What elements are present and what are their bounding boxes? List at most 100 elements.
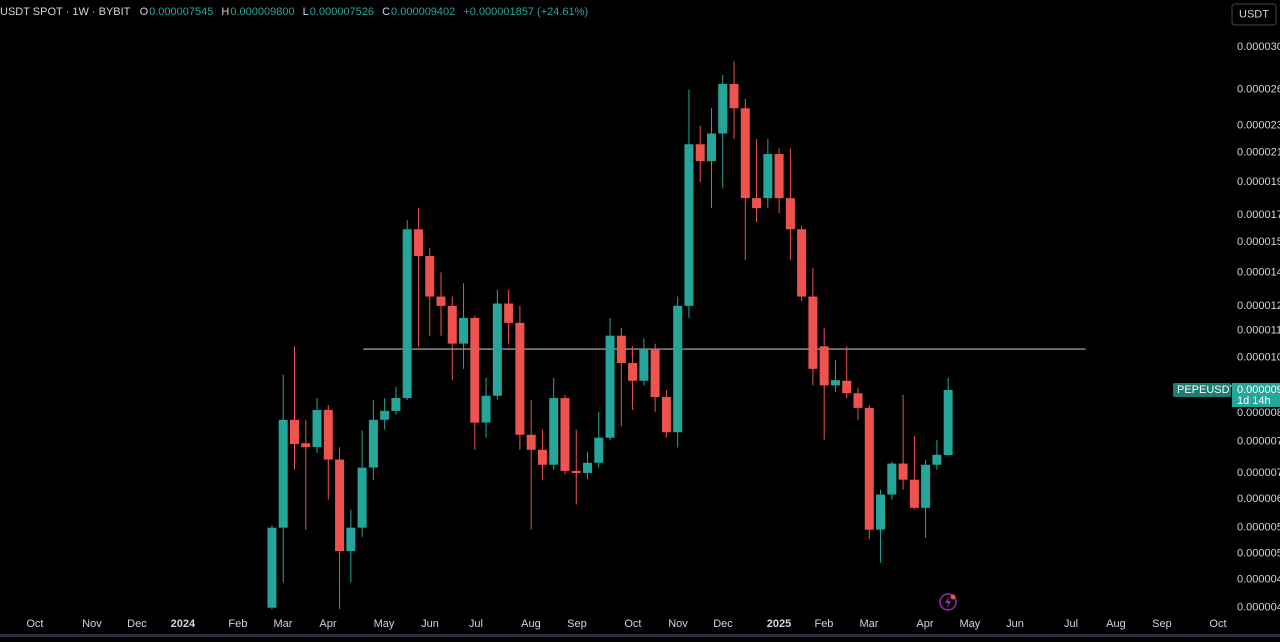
y-tick-label: 0.00001250 [1237, 300, 1280, 312]
candle-body [278, 419, 288, 528]
open-value: 0.000007545 [149, 6, 214, 18]
y-tick-label: 0.00002300 [1237, 120, 1280, 132]
x-tick-label: Oct [624, 618, 641, 630]
candle-body [312, 409, 322, 448]
candle-body [323, 409, 333, 460]
flash-bolt [945, 596, 951, 608]
y-tick-label: 0.00001050 [1237, 351, 1280, 363]
candle-body [357, 467, 367, 528]
x-tick-label: Jun [1006, 618, 1024, 630]
symbol: USDT SPOT · 1W · BYBIT [0, 6, 131, 18]
y-tick-label: 0.00001400 [1237, 266, 1280, 278]
candle-body [932, 454, 942, 465]
candle-body [526, 434, 536, 450]
currency-button-frame[interactable] [1231, 3, 1277, 26]
candle-body [492, 303, 502, 396]
x-tick-label: Nov [668, 618, 688, 630]
candle-body [864, 407, 874, 530]
y-tick-label: 0.00001900 [1237, 176, 1280, 188]
candle-body [335, 459, 345, 552]
x-tick-label: 2025 [767, 618, 791, 630]
candle-body [639, 349, 649, 381]
x-tick-label: Jul [469, 618, 483, 630]
candle-body [301, 443, 311, 448]
candle-body [909, 479, 919, 508]
candle-body [368, 419, 378, 468]
x-tick-label: Jul [1064, 618, 1078, 630]
candle-body [459, 317, 469, 344]
candle-body [583, 462, 593, 473]
candle-body [898, 463, 908, 480]
candle-body [391, 398, 401, 411]
candle-body [481, 395, 491, 423]
x-tick-label: Mar [859, 618, 878, 630]
flash-dot [950, 594, 956, 600]
x-tick-label: May [374, 618, 395, 630]
candle-body [380, 410, 390, 420]
candle-body [887, 463, 897, 495]
candle-body [289, 419, 299, 445]
candle-body [842, 380, 852, 394]
x-tick-label: Apr [319, 618, 336, 630]
low-value: 0.000007526 [309, 6, 375, 18]
x-tick-label: Mar [274, 618, 293, 630]
candle-body [752, 198, 762, 209]
candle-body [436, 296, 446, 306]
candle-body [470, 317, 480, 423]
price-tag-bg [1232, 383, 1280, 408]
candle-body [774, 154, 784, 199]
x-tick-label: Jun [421, 618, 439, 630]
y-tick-label: 0.00002100 [1237, 147, 1280, 159]
x-tick-label: Apr [916, 618, 933, 630]
candle-body [650, 349, 660, 398]
y-tick-label: 0.00000450 [1237, 602, 1280, 614]
candle-body [706, 133, 716, 162]
candle-body [661, 397, 671, 433]
flash-icon[interactable] [939, 593, 957, 611]
candle-body [594, 437, 604, 463]
y-tick-label: 0.00001150 [1237, 324, 1280, 336]
candle-body [684, 144, 694, 306]
x-tick-label: Oct [1209, 618, 1226, 630]
close-key: C [382, 6, 391, 18]
x-tick-label: Feb [814, 618, 833, 630]
candle-body [808, 296, 818, 369]
candle-body [605, 335, 615, 438]
candle-body [504, 303, 514, 323]
y-tick-label: 0.00001550 [1237, 236, 1280, 248]
candle-body [673, 305, 683, 433]
y-tick-label: 0.00000590 [1237, 522, 1280, 534]
y-tick-label: 0.00001700 [1237, 209, 1280, 221]
low-key: L [302, 6, 309, 18]
candle-body [346, 527, 356, 552]
y-tick-label: 0.00000710 [1237, 467, 1280, 479]
candle-body [785, 198, 795, 230]
candle-body [797, 229, 807, 297]
price-tag-price: 0.00000940 [1237, 384, 1280, 396]
y-tick-label: 0.00000870 [1237, 407, 1280, 419]
x-tick-label: Sep [1152, 618, 1172, 630]
candle-body [537, 449, 547, 465]
currency-button[interactable]: USDT [1239, 8, 1269, 20]
y-tick-label: 0.00003000 [1237, 41, 1280, 53]
candle-body [571, 470, 581, 473]
candle-body [402, 229, 412, 399]
candle-body [447, 305, 457, 344]
x-tick-label: 2024 [171, 618, 196, 630]
x-tick-label: Aug [521, 618, 541, 630]
candle-body [549, 398, 559, 465]
candle-body [819, 346, 829, 386]
candle-body [515, 322, 525, 435]
y-tick-label: 0.00000790 [1237, 435, 1280, 447]
header: USDT SPOT · 1W · BYBIT O0.000007545 H0.0… [0, 6, 593, 18]
x-tick-label: Oct [26, 618, 43, 630]
x-tick-label: Aug [1106, 618, 1126, 630]
candle-body [943, 390, 953, 456]
candle-body [267, 527, 277, 608]
candle-body [616, 335, 626, 364]
y-tick-label: 0.00000540 [1237, 548, 1280, 560]
candle-body [921, 464, 931, 508]
high-key: H [221, 6, 230, 18]
